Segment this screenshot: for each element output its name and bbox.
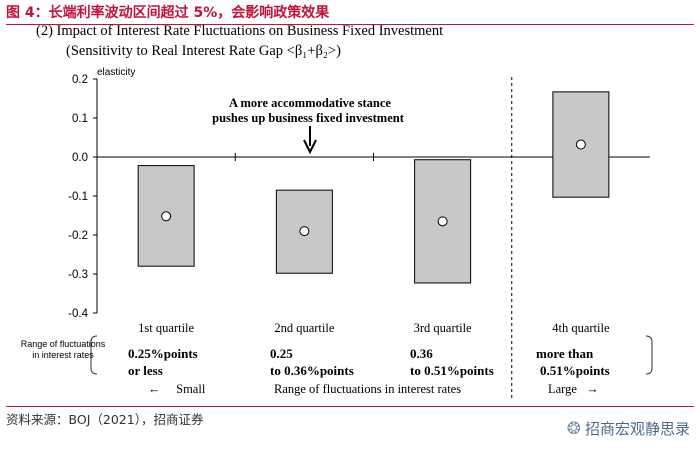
range-value-2: 0.25 to 0.36%points xyxy=(270,346,354,378)
y-tick-label: 0.2 xyxy=(72,74,88,86)
down-arrow-icon xyxy=(303,139,317,155)
point-estimate xyxy=(437,216,448,227)
category-label: 4th quartile xyxy=(552,321,610,335)
bottom-axis-small: ← Small xyxy=(148,382,206,396)
category-label: 1st quartile xyxy=(138,321,194,335)
y-axis-label: elasticity xyxy=(97,67,135,78)
y-tick-label: 0.1 xyxy=(72,113,88,125)
range-bracket-right xyxy=(645,335,653,375)
bottom-axis-large: Large → xyxy=(548,382,599,396)
category-label: 3rd quartile xyxy=(414,321,472,335)
range-value-1: 0.25%points or less xyxy=(128,346,198,378)
panel-title: (2) Impact of Interest Rate Fluctuations… xyxy=(36,23,444,39)
source-note: 资料来源：BOJ（2021），招商证券 xyxy=(6,406,694,428)
y-tick-label: -0.2 xyxy=(68,230,88,242)
category-labels: 1st quartile 2nd quartile 3rd quartile 4th … xyxy=(138,321,610,335)
range-bracket-left xyxy=(90,335,98,375)
range-value-4: more than 0.51%points xyxy=(536,346,610,378)
y-axis: 0.2 0.1 0.0 -0.1 -0.2 -0.3 -0.4 xyxy=(68,74,98,320)
annotation-line-2: pushes up business fixed investment xyxy=(212,111,405,125)
point-estimate xyxy=(575,139,586,150)
annotation-line-1: A more accommodative stance xyxy=(229,96,391,110)
wechat-icon: ❂ xyxy=(566,418,581,439)
y-tick-label: -0.1 xyxy=(68,191,88,203)
brand: ❂ 招商宏观静思录 xyxy=(567,418,690,439)
brand-name: 招商宏观静思录 xyxy=(584,420,690,438)
range-row-label: Range of fluctuations in interest rates xyxy=(20,339,106,360)
y-tick-label: -0.4 xyxy=(68,308,88,320)
y-tick-label: -0.3 xyxy=(68,269,88,281)
y-tick-label: 0.0 xyxy=(72,152,88,164)
bottom-axis-center: Range of fluctuations in interest rates xyxy=(274,382,462,396)
panel-subtitle: (Sensitivity to Real Interest Rate Gap <… xyxy=(66,43,341,59)
point-estimate xyxy=(299,226,310,237)
category-label: 2nd quartile xyxy=(274,321,335,335)
range-value-3: 0.36 to 0.51%points xyxy=(410,346,494,378)
annotation: A more accommodative stance pushes up bu… xyxy=(212,96,405,155)
point-estimate xyxy=(161,211,172,222)
figure-title: 图 4：长端利率波动区间超过 5%，会影响政策效果 xyxy=(6,2,694,25)
plot-area xyxy=(97,77,650,400)
